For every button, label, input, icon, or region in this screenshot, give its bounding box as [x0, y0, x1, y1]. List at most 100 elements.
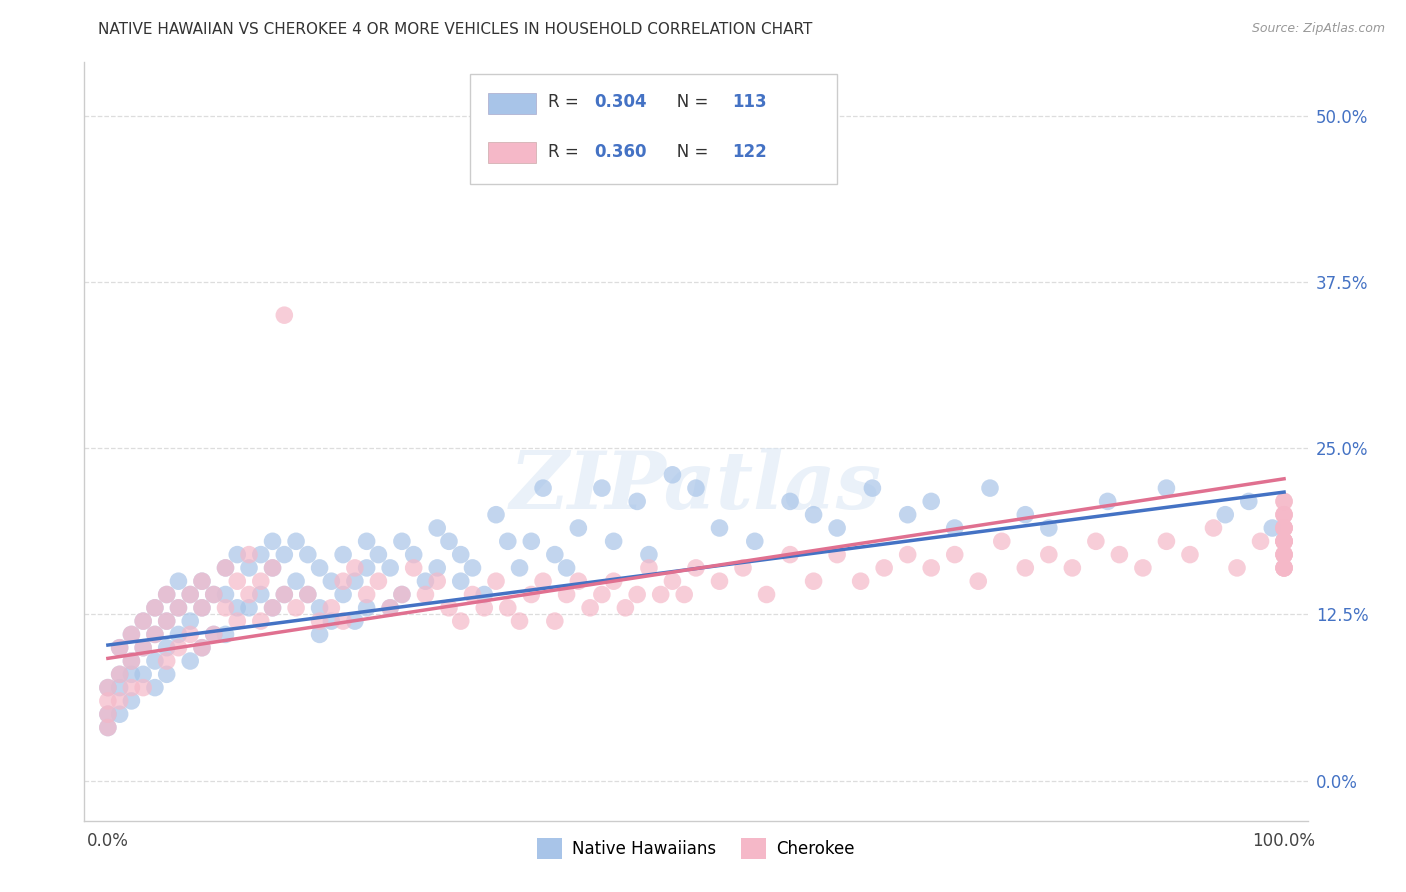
Point: [391, 534, 413, 549]
Point: [143, 681, 166, 695]
Point: [285, 574, 308, 589]
Point: [297, 587, 319, 601]
Point: [1272, 534, 1295, 549]
Point: [108, 640, 131, 655]
Point: [1202, 521, 1225, 535]
Point: [744, 534, 766, 549]
Point: [179, 654, 201, 668]
Point: [191, 600, 214, 615]
Point: [97, 681, 120, 695]
Point: [167, 627, 190, 641]
Point: [214, 587, 236, 601]
Point: [273, 308, 295, 322]
Point: [285, 600, 308, 615]
FancyBboxPatch shape: [488, 93, 536, 114]
Point: [179, 587, 201, 601]
Point: [214, 600, 236, 615]
Point: [156, 614, 179, 628]
Point: [132, 640, 155, 655]
Point: [156, 640, 179, 655]
Point: [156, 667, 179, 681]
Point: [191, 640, 214, 655]
Point: [1272, 521, 1295, 535]
Point: [496, 534, 519, 549]
Point: [356, 587, 378, 601]
Point: [343, 574, 366, 589]
Point: [991, 534, 1014, 549]
Text: 0.360: 0.360: [595, 143, 647, 161]
Point: [614, 600, 637, 615]
Point: [367, 574, 389, 589]
Point: [544, 548, 567, 562]
Point: [803, 574, 825, 589]
Point: [238, 561, 260, 575]
Point: [1097, 494, 1119, 508]
Point: [509, 561, 531, 575]
Point: [262, 561, 284, 575]
Point: [602, 534, 624, 549]
Point: [226, 548, 249, 562]
Point: [825, 521, 848, 535]
Point: [415, 587, 437, 601]
Point: [591, 587, 613, 601]
Point: [779, 548, 801, 562]
Point: [472, 587, 495, 601]
Point: [391, 587, 413, 601]
Point: [97, 694, 120, 708]
Point: [273, 548, 295, 562]
Point: [108, 640, 131, 655]
Point: [803, 508, 825, 522]
Legend: Native Hawaiians, Cherokee: Native Hawaiians, Cherokee: [530, 831, 862, 865]
Point: [179, 614, 201, 628]
Point: [402, 561, 425, 575]
Point: [1272, 534, 1295, 549]
Point: [1014, 561, 1036, 575]
Point: [120, 694, 142, 708]
Point: [1272, 508, 1295, 522]
Point: [967, 574, 990, 589]
Point: [1108, 548, 1130, 562]
Point: [544, 614, 567, 628]
Point: [249, 614, 271, 628]
Point: [321, 574, 343, 589]
Point: [179, 587, 201, 601]
Point: [108, 667, 131, 681]
FancyBboxPatch shape: [470, 74, 837, 184]
Point: [685, 481, 707, 495]
Point: [202, 587, 225, 601]
Point: [332, 574, 354, 589]
Point: [1272, 561, 1295, 575]
Point: [202, 627, 225, 641]
Point: [709, 574, 731, 589]
Point: [156, 587, 179, 601]
Point: [202, 627, 225, 641]
Point: [226, 600, 249, 615]
Text: R =: R =: [548, 143, 585, 161]
Point: [214, 627, 236, 641]
Point: [202, 587, 225, 601]
Point: [191, 574, 214, 589]
Point: [249, 587, 271, 601]
Point: [1237, 494, 1260, 508]
Point: [897, 548, 920, 562]
Point: [143, 600, 166, 615]
Point: [1178, 548, 1201, 562]
Point: [661, 574, 683, 589]
Point: [132, 614, 155, 628]
Point: [262, 600, 284, 615]
Point: [825, 548, 848, 562]
Point: [391, 587, 413, 601]
Point: [214, 561, 236, 575]
Point: [308, 627, 330, 641]
Point: [1272, 561, 1295, 575]
Point: [179, 627, 201, 641]
Point: [1272, 534, 1295, 549]
Point: [108, 667, 131, 681]
Point: [132, 614, 155, 628]
Point: [485, 508, 508, 522]
Point: [249, 574, 271, 589]
Point: [226, 614, 249, 628]
Point: [873, 561, 896, 575]
Point: [1272, 494, 1295, 508]
Point: [1272, 548, 1295, 562]
